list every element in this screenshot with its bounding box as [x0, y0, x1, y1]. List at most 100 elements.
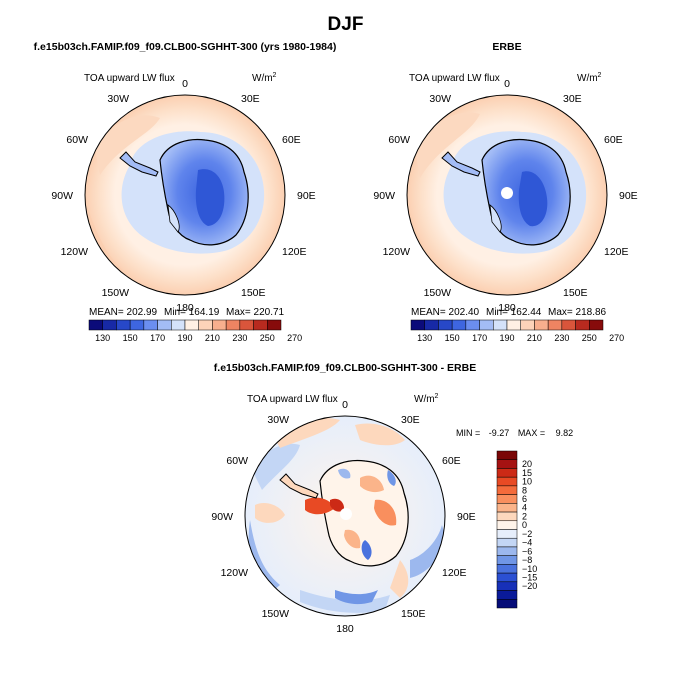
colorbar-label: 150 — [123, 333, 138, 343]
colorbar-swatch — [198, 319, 213, 331]
panel-2: ERBE TOA upward LW flux W/m2 0 30E 60E 90E 1… — [373, 41, 637, 343]
panel-2-colorbar: 130 150 170 190 210 230 250 270 — [410, 319, 624, 343]
lon-label: 60W — [226, 455, 248, 467]
colorbar-swatch — [496, 511, 518, 522]
colorbar-swatch — [116, 319, 131, 331]
colorbar-swatch — [267, 319, 282, 331]
colorbar-swatch — [561, 319, 576, 331]
panel-3-max-value: 9.82 — [556, 428, 574, 438]
colorbar-label: 210 — [527, 333, 542, 343]
colorbar-swatch — [479, 319, 494, 331]
colorbar-swatch — [496, 581, 518, 591]
lon-label: 90W — [211, 511, 233, 523]
lon-label: 120W — [221, 567, 249, 579]
lon-label: 60E — [282, 134, 301, 146]
colorbar-label: 270 — [609, 333, 624, 343]
colorbar-swatch — [496, 546, 518, 556]
colorbar-swatch — [143, 319, 158, 331]
colorbar-swatch — [496, 450, 518, 460]
lon-label: 90E — [297, 190, 316, 202]
colorbar-label: 250 — [582, 333, 597, 343]
colorbar-label: −20 — [522, 581, 537, 591]
colorbar-swatch — [496, 564, 518, 574]
panel-2-stat-max: Max= 218.86 — [548, 307, 607, 318]
colorbar-label: 130 — [95, 333, 110, 343]
panel-2-units-label: W/m2 — [577, 72, 602, 84]
lon-label: 0 — [342, 399, 348, 411]
colorbar-label: −6 — [522, 546, 532, 556]
lon-label: 150W — [424, 287, 452, 299]
figure-title: DJF — [328, 14, 364, 35]
colorbar-label: 130 — [417, 333, 432, 343]
panel-3-units-label: W/m2 — [414, 393, 439, 405]
panel-3-antarctica — [319, 459, 409, 567]
lon-label: 120E — [604, 246, 629, 258]
colorbar-swatch — [451, 319, 467, 331]
colorbar-swatch — [496, 599, 518, 609]
colorbar-swatch — [465, 319, 480, 331]
panel-1-field-label: TOA upward LW flux — [84, 73, 175, 84]
panel-2-stat-mean: MEAN= 202.40 — [411, 307, 480, 318]
colorbar-swatch — [102, 319, 117, 331]
panel-2-title: ERBE — [492, 41, 521, 53]
colorbar-swatch — [496, 529, 518, 539]
colorbar-label: −15 — [522, 573, 537, 583]
panel-1-stat-max: Max= 220.71 — [226, 307, 285, 318]
colorbar-swatch — [438, 319, 453, 331]
colorbar-swatch — [496, 485, 518, 495]
colorbar-label: 270 — [287, 333, 302, 343]
panel-1-units-label: W/m2 — [252, 72, 277, 84]
lon-label: 150E — [241, 287, 266, 299]
lon-label: 180 — [176, 302, 194, 314]
colorbar-label: 150 — [445, 333, 460, 343]
colorbar-swatch — [520, 319, 535, 331]
colorbar-swatch — [547, 319, 563, 331]
colorbar-swatch — [496, 537, 518, 548]
colorbar-swatch — [253, 319, 268, 331]
panel-1: f.e15b03ch.FAMIP.f09_f09.CLB00-SGHHT-300… — [34, 41, 337, 343]
colorbar-swatch — [496, 503, 518, 513]
colorbar-swatch — [129, 319, 145, 331]
colorbar-swatch — [157, 319, 172, 331]
lon-label: 120E — [282, 246, 307, 258]
panel-1-colorbar: 130 150 170 190 210 230 250 270 — [88, 319, 302, 343]
panel-1-stat-min: Min= 164.19 — [164, 307, 220, 318]
colorbar-swatch — [496, 590, 518, 600]
lon-label: 150E — [563, 287, 588, 299]
lon-label: 30E — [241, 93, 260, 105]
colorbar-label: 2 — [522, 511, 527, 521]
lon-label: 30W — [267, 414, 289, 426]
colorbar-label: 190 — [177, 333, 192, 343]
lon-label: 90W — [51, 190, 73, 202]
lon-label: 180 — [336, 623, 354, 635]
colorbar-swatch — [171, 319, 186, 331]
lon-label: 0 — [182, 78, 188, 90]
panel-3-minmax-line: MIN = -9.27 MAX = 9.82 — [456, 428, 573, 438]
colorbar-swatch — [496, 468, 518, 478]
lon-label: 180 — [498, 302, 516, 314]
lon-label: 0 — [504, 78, 510, 90]
colorbar-label: 8 — [522, 485, 527, 495]
lon-label: 30E — [401, 414, 420, 426]
colorbar-label: −10 — [522, 564, 537, 574]
panel-1-map-border — [84, 94, 286, 296]
lon-label: 30E — [563, 93, 582, 105]
colorbar-swatch — [589, 319, 604, 331]
colorbar-label: 4 — [522, 503, 527, 513]
lon-label: 150W — [102, 287, 130, 299]
colorbar-swatch — [496, 476, 518, 487]
colorbar-label: 0 — [522, 520, 527, 530]
lon-label: 120W — [383, 246, 411, 258]
colorbar-swatch — [534, 319, 549, 331]
lon-label: 60E — [442, 455, 461, 467]
panel-2-map-border — [406, 94, 608, 296]
colorbar-label: 10 — [522, 477, 532, 487]
colorbar-swatch — [493, 319, 508, 331]
colorbar-label: 210 — [205, 333, 220, 343]
panel-3-field-label: TOA upward LW flux — [247, 394, 338, 405]
colorbar-swatch — [496, 555, 518, 565]
colorbar-swatch — [225, 319, 241, 331]
lon-label: 150W — [262, 608, 290, 620]
panel-3-title: f.e15b03ch.FAMIP.f09_f09.CLB00-SGHHT-300… — [214, 362, 476, 374]
colorbar-label: −2 — [522, 529, 532, 539]
